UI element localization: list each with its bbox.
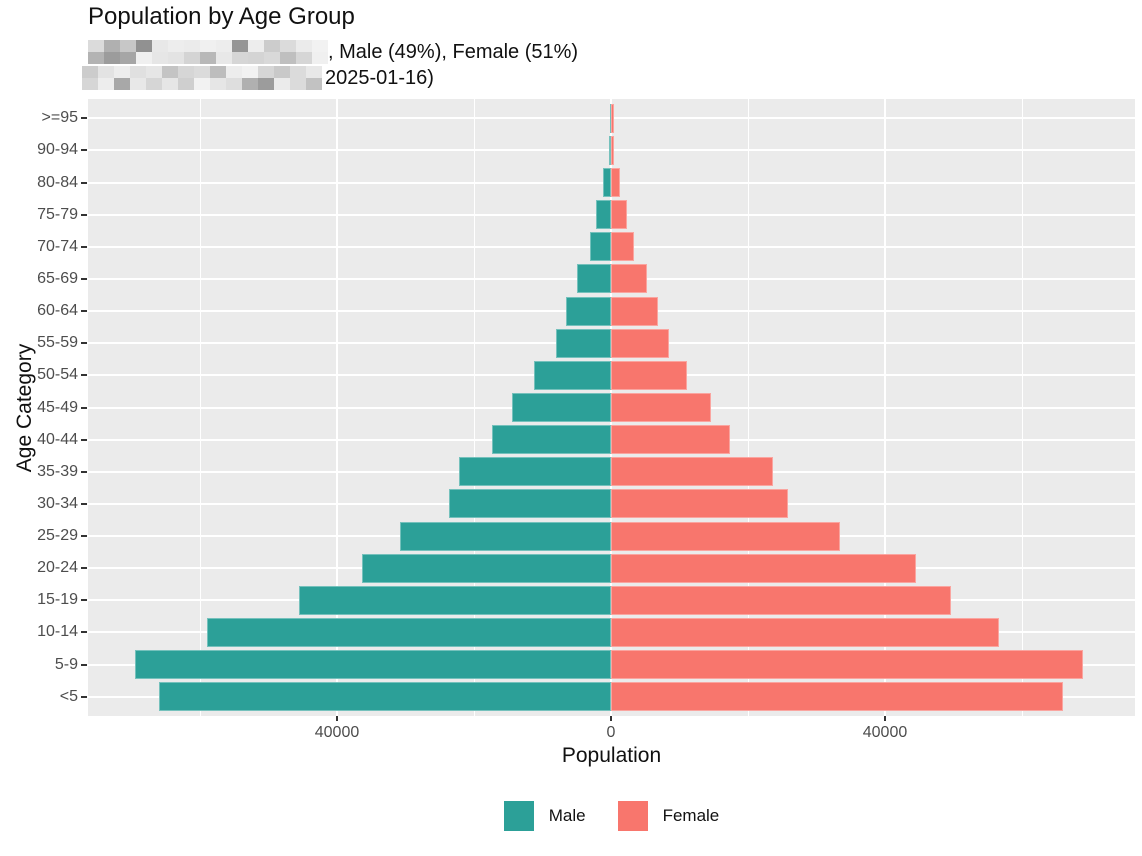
y-tick-label: 10-14 bbox=[37, 623, 78, 641]
y-tick-label: 35-39 bbox=[37, 462, 78, 480]
bar-male bbox=[491, 425, 611, 455]
y-tick-label: 50-54 bbox=[37, 366, 78, 384]
bar-female bbox=[611, 232, 634, 262]
y-tick-mark bbox=[81, 181, 87, 184]
y-tick-label: <5 bbox=[59, 687, 78, 705]
y-tick-mark bbox=[81, 149, 87, 152]
bar-male bbox=[400, 521, 611, 551]
bar-female bbox=[611, 585, 951, 615]
bar-male bbox=[533, 360, 611, 390]
y-tick-mark bbox=[81, 438, 87, 441]
bar-male bbox=[362, 553, 611, 583]
y-tick-mark bbox=[81, 342, 87, 345]
bar-male bbox=[458, 457, 611, 487]
y-tick-mark bbox=[81, 245, 87, 248]
bar-male bbox=[448, 489, 611, 519]
bar-male bbox=[512, 393, 611, 422]
y-tick-label: 70-74 bbox=[37, 237, 78, 255]
y-tick-label: 90-94 bbox=[37, 141, 78, 159]
bar-female bbox=[611, 682, 1064, 712]
y-tick-label: >=95 bbox=[41, 109, 78, 127]
bar-male bbox=[589, 232, 611, 262]
x-tick-label: 40000 bbox=[862, 724, 908, 741]
y-tick-label: 75-79 bbox=[37, 205, 78, 223]
bar-male bbox=[206, 617, 611, 647]
bar-female bbox=[611, 553, 916, 583]
bar-male bbox=[577, 264, 611, 294]
y-tick-mark bbox=[81, 535, 87, 538]
y-tick-label: 25-29 bbox=[37, 527, 78, 545]
y-tick-mark bbox=[81, 502, 87, 505]
y-tick-label: 60-64 bbox=[37, 302, 78, 320]
bar-female bbox=[611, 360, 688, 390]
x-axis-title: Population bbox=[561, 744, 662, 767]
bar-female bbox=[611, 393, 711, 422]
legend: Male Female bbox=[88, 801, 1135, 831]
x-tick-label: 40000 bbox=[314, 724, 360, 741]
redacted-subtitle-segment bbox=[88, 40, 328, 64]
legend-swatch-male bbox=[503, 801, 534, 831]
redacted-subtitle-segment bbox=[82, 66, 324, 90]
bar-male bbox=[566, 296, 611, 326]
y-tick-label: 45-49 bbox=[37, 398, 78, 416]
bar-male bbox=[158, 682, 611, 712]
y-tick-mark bbox=[81, 374, 87, 377]
bar-male bbox=[299, 585, 611, 615]
y-tick-mark bbox=[81, 470, 87, 473]
y-tick-label: 15-19 bbox=[37, 591, 78, 609]
bar-female bbox=[611, 264, 647, 294]
y-tick-label: 55-59 bbox=[37, 334, 78, 352]
bar-female bbox=[611, 135, 615, 165]
chart-title: Population by Age Group bbox=[88, 3, 355, 30]
y-tick-mark bbox=[81, 567, 87, 570]
y-tick-mark bbox=[81, 663, 87, 666]
bar-female bbox=[611, 200, 628, 230]
bar-male bbox=[603, 168, 611, 198]
legend-swatch-female bbox=[617, 801, 648, 831]
bar-female bbox=[611, 328, 669, 358]
x-tick-label: 0 bbox=[606, 724, 616, 741]
bar-male bbox=[555, 328, 611, 358]
chart-subtitle-line2: 2025-01-16) bbox=[325, 67, 434, 89]
y-tick-mark bbox=[81, 277, 87, 280]
plot-panel bbox=[88, 99, 1135, 716]
bar-male bbox=[134, 650, 611, 680]
y-tick-mark bbox=[81, 631, 87, 634]
bar-male bbox=[608, 135, 611, 165]
y-tick-mark bbox=[81, 695, 87, 698]
bar-female bbox=[611, 617, 1000, 647]
legend-item: Female bbox=[617, 801, 720, 831]
y-tick-label: 80-84 bbox=[37, 173, 78, 191]
y-tick-mark bbox=[81, 599, 87, 602]
y-tick-mark bbox=[81, 213, 87, 216]
bar-female bbox=[611, 457, 774, 487]
y-axis-title: Age Category bbox=[13, 343, 36, 473]
y-tick-mark bbox=[81, 117, 87, 120]
y-tick-label: 30-34 bbox=[37, 494, 78, 512]
x-tick-mark bbox=[336, 716, 338, 721]
legend-label: Female bbox=[662, 806, 720, 825]
x-tick-mark bbox=[610, 716, 612, 721]
chart-subtitle-line1: , Male (49%), Female (51%) bbox=[328, 41, 579, 63]
y-tick-label: 5-9 bbox=[54, 655, 78, 673]
bar-female bbox=[611, 521, 840, 551]
bar-female bbox=[611, 650, 1083, 680]
y-tick-mark bbox=[81, 310, 87, 313]
y-tick-label: 20-24 bbox=[37, 559, 78, 577]
bar-male bbox=[595, 200, 611, 230]
legend-item: Male bbox=[503, 801, 586, 831]
bar-female bbox=[611, 103, 614, 133]
bar-female bbox=[611, 425, 731, 455]
y-tick-label: 40-44 bbox=[37, 430, 78, 448]
bar-male bbox=[609, 103, 611, 133]
bar-female bbox=[611, 168, 620, 198]
legend-label: Male bbox=[548, 806, 586, 825]
bar-female bbox=[611, 489, 788, 519]
y-tick-mark bbox=[81, 406, 87, 409]
bar-female bbox=[611, 296, 658, 326]
y-tick-label: 65-69 bbox=[37, 269, 78, 287]
x-tick-mark bbox=[884, 716, 886, 721]
